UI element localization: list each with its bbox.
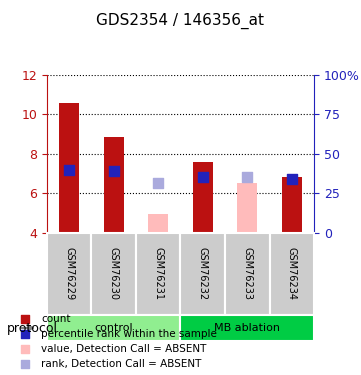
Bar xyxy=(59,103,79,232)
Text: MB ablation: MB ablation xyxy=(214,323,280,333)
Text: GSM76231: GSM76231 xyxy=(153,247,163,300)
FancyBboxPatch shape xyxy=(180,315,314,341)
Text: GSM76233: GSM76233 xyxy=(242,247,252,300)
Point xyxy=(155,180,161,186)
Point xyxy=(66,166,72,172)
Text: control: control xyxy=(95,323,133,333)
Text: GSM76229: GSM76229 xyxy=(64,247,74,300)
Bar xyxy=(193,162,213,232)
Point xyxy=(242,0,247,3)
Text: GSM76230: GSM76230 xyxy=(109,247,119,300)
FancyBboxPatch shape xyxy=(270,232,314,315)
FancyBboxPatch shape xyxy=(180,232,225,315)
Point xyxy=(242,134,247,140)
Text: value, Detection Call = ABSENT: value, Detection Call = ABSENT xyxy=(41,344,207,354)
Bar xyxy=(282,177,302,232)
Bar xyxy=(104,137,124,232)
Text: GSM76234: GSM76234 xyxy=(287,247,297,300)
Point xyxy=(111,168,117,174)
FancyBboxPatch shape xyxy=(136,232,180,315)
FancyBboxPatch shape xyxy=(47,315,180,341)
Text: GSM76232: GSM76232 xyxy=(198,247,208,300)
Bar xyxy=(148,214,168,232)
Text: rank, Detection Call = ABSENT: rank, Detection Call = ABSENT xyxy=(41,359,202,369)
Point xyxy=(244,174,250,180)
Text: percentile rank within the sample: percentile rank within the sample xyxy=(41,329,217,339)
Bar xyxy=(237,183,257,232)
Text: GDS2354 / 146356_at: GDS2354 / 146356_at xyxy=(96,13,265,29)
Text: count: count xyxy=(41,314,71,324)
Point xyxy=(289,176,295,182)
FancyBboxPatch shape xyxy=(225,232,270,315)
FancyBboxPatch shape xyxy=(47,232,91,315)
Text: protocol: protocol xyxy=(7,322,58,334)
FancyBboxPatch shape xyxy=(91,232,136,315)
Point xyxy=(200,174,206,180)
Point xyxy=(242,270,247,276)
